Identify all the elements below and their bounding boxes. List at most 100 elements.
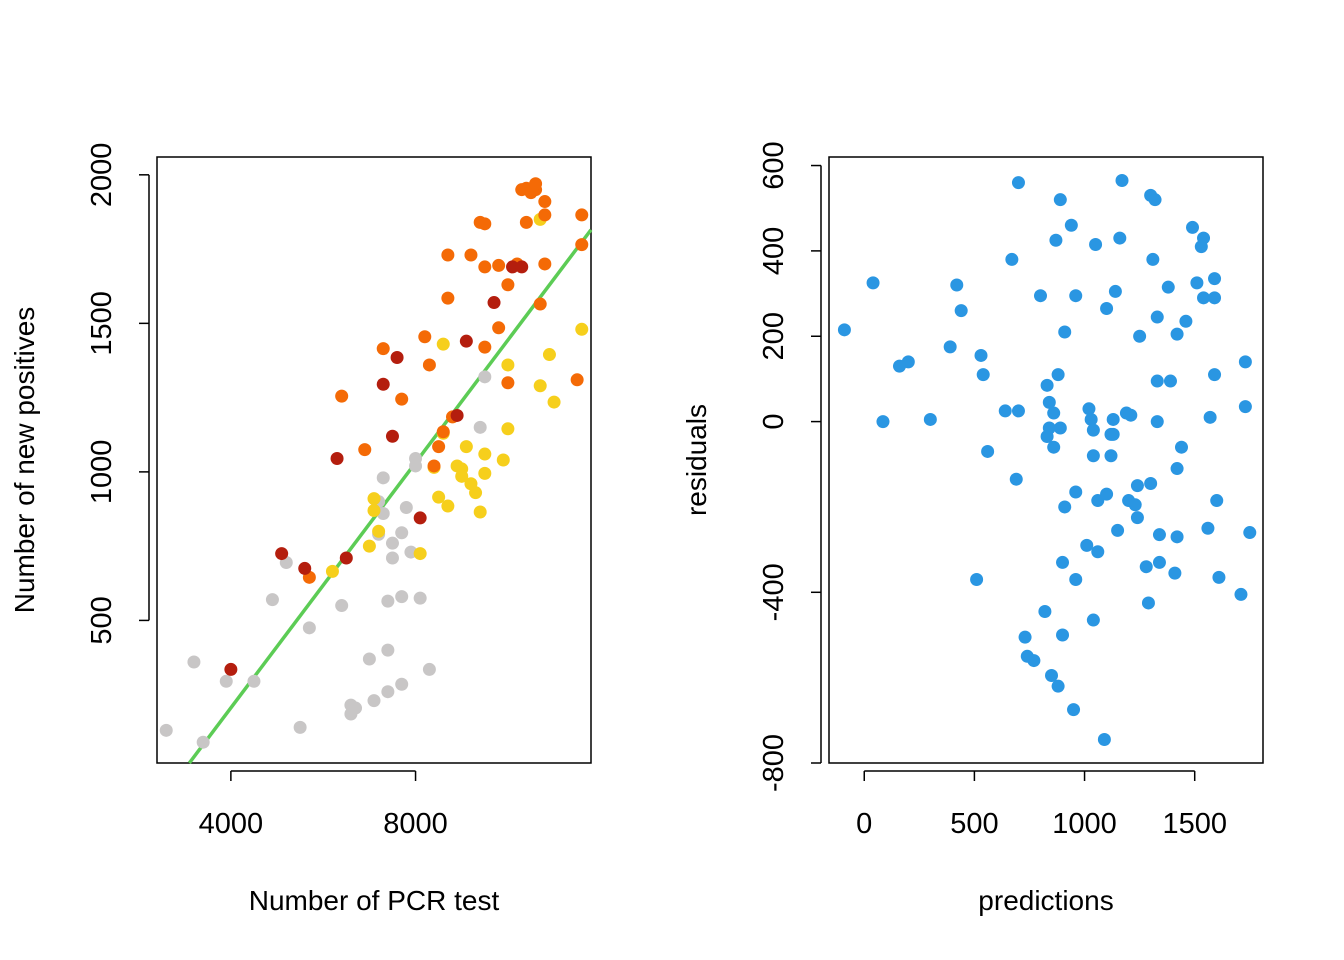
data-point bbox=[575, 238, 589, 252]
data-point bbox=[1148, 193, 1162, 207]
data-point bbox=[1243, 526, 1257, 540]
data-point bbox=[501, 422, 515, 436]
x-axis-label: Number of PCR test bbox=[249, 885, 500, 916]
data-point bbox=[950, 278, 964, 292]
data-point bbox=[1089, 237, 1103, 251]
data-point bbox=[1150, 415, 1164, 429]
data-point bbox=[981, 444, 995, 458]
data-point bbox=[1190, 276, 1204, 290]
data-point bbox=[529, 177, 543, 191]
data-point bbox=[901, 355, 915, 369]
regression-line bbox=[187, 228, 593, 765]
data-point bbox=[473, 505, 487, 519]
y-tick-label: 0 bbox=[758, 414, 790, 430]
data-point bbox=[876, 415, 890, 429]
data-point bbox=[1238, 400, 1252, 414]
data-point bbox=[376, 377, 390, 391]
data-point bbox=[1130, 479, 1144, 493]
data-point bbox=[1152, 555, 1166, 569]
x-tick-label: 500 bbox=[950, 808, 998, 840]
data-point bbox=[1082, 402, 1096, 416]
data-point bbox=[478, 466, 492, 480]
data-point bbox=[450, 408, 464, 422]
data-point bbox=[998, 404, 1012, 418]
data-point bbox=[196, 735, 210, 749]
data-point bbox=[1144, 476, 1158, 490]
data-point bbox=[464, 248, 478, 262]
data-point bbox=[367, 492, 381, 506]
data-point bbox=[422, 358, 436, 372]
data-point bbox=[1152, 528, 1166, 542]
data-point bbox=[1058, 325, 1072, 339]
data-points bbox=[159, 177, 589, 749]
data-point bbox=[575, 322, 589, 336]
data-point bbox=[1038, 605, 1052, 618]
data-point bbox=[1047, 440, 1061, 454]
data-point bbox=[1005, 252, 1019, 266]
data-point bbox=[1186, 220, 1200, 234]
data-point bbox=[1150, 310, 1164, 324]
data-point bbox=[1084, 412, 1098, 426]
data-point bbox=[1146, 252, 1160, 266]
data-point bbox=[427, 459, 441, 473]
data-point bbox=[538, 195, 552, 209]
data-point bbox=[506, 260, 520, 274]
data-point bbox=[1106, 427, 1120, 441]
data-point bbox=[409, 459, 423, 473]
data-point bbox=[1115, 173, 1129, 187]
data-point bbox=[1100, 302, 1114, 315]
data-point bbox=[265, 593, 279, 607]
data-point bbox=[1133, 329, 1147, 343]
data-point bbox=[1208, 272, 1222, 286]
data-point bbox=[1168, 566, 1182, 580]
data-point bbox=[1128, 498, 1142, 512]
data-point bbox=[395, 526, 409, 540]
data-point bbox=[1086, 423, 1100, 437]
data-point bbox=[501, 358, 515, 372]
data-point bbox=[441, 248, 455, 262]
data-point bbox=[1203, 410, 1217, 424]
data-point bbox=[381, 685, 395, 699]
data-point bbox=[575, 208, 589, 222]
data-point bbox=[395, 677, 409, 691]
y-tick-label: -800 bbox=[758, 734, 790, 792]
data-point bbox=[418, 330, 432, 344]
data-point bbox=[478, 217, 492, 231]
data-point bbox=[399, 501, 413, 515]
data-point bbox=[1212, 570, 1226, 584]
data-point bbox=[422, 662, 436, 676]
data-point bbox=[432, 440, 446, 454]
data-point bbox=[1027, 654, 1041, 668]
data-point bbox=[1056, 555, 1070, 569]
x-tick-label: 1500 bbox=[1162, 808, 1227, 840]
data-point bbox=[1197, 291, 1211, 305]
data-point bbox=[496, 453, 510, 467]
data-point bbox=[381, 643, 395, 657]
data-point bbox=[501, 376, 515, 390]
data-point bbox=[1106, 412, 1120, 426]
data-point bbox=[455, 462, 469, 476]
data-point bbox=[1069, 572, 1083, 586]
data-point bbox=[1201, 521, 1215, 535]
data-point bbox=[519, 215, 533, 229]
data-point bbox=[1234, 587, 1248, 601]
data-point bbox=[385, 551, 399, 565]
y-axis-label: residuals bbox=[681, 404, 712, 516]
data-point bbox=[866, 276, 880, 290]
data-point bbox=[1174, 440, 1188, 454]
y-tick-label: 600 bbox=[758, 141, 790, 189]
data-point bbox=[275, 547, 289, 561]
data-point bbox=[1069, 485, 1083, 499]
data-point bbox=[515, 260, 529, 274]
data-point bbox=[1047, 406, 1061, 420]
data-point bbox=[459, 334, 473, 348]
y-axis-label: Number of new positives bbox=[9, 307, 40, 614]
data-point bbox=[1009, 472, 1023, 486]
data-point bbox=[395, 392, 409, 406]
data-point bbox=[538, 257, 552, 271]
data-point bbox=[302, 621, 316, 635]
data-point bbox=[432, 490, 446, 504]
data-point bbox=[1150, 374, 1164, 388]
data-point bbox=[1033, 289, 1047, 303]
data-points bbox=[837, 173, 1257, 747]
